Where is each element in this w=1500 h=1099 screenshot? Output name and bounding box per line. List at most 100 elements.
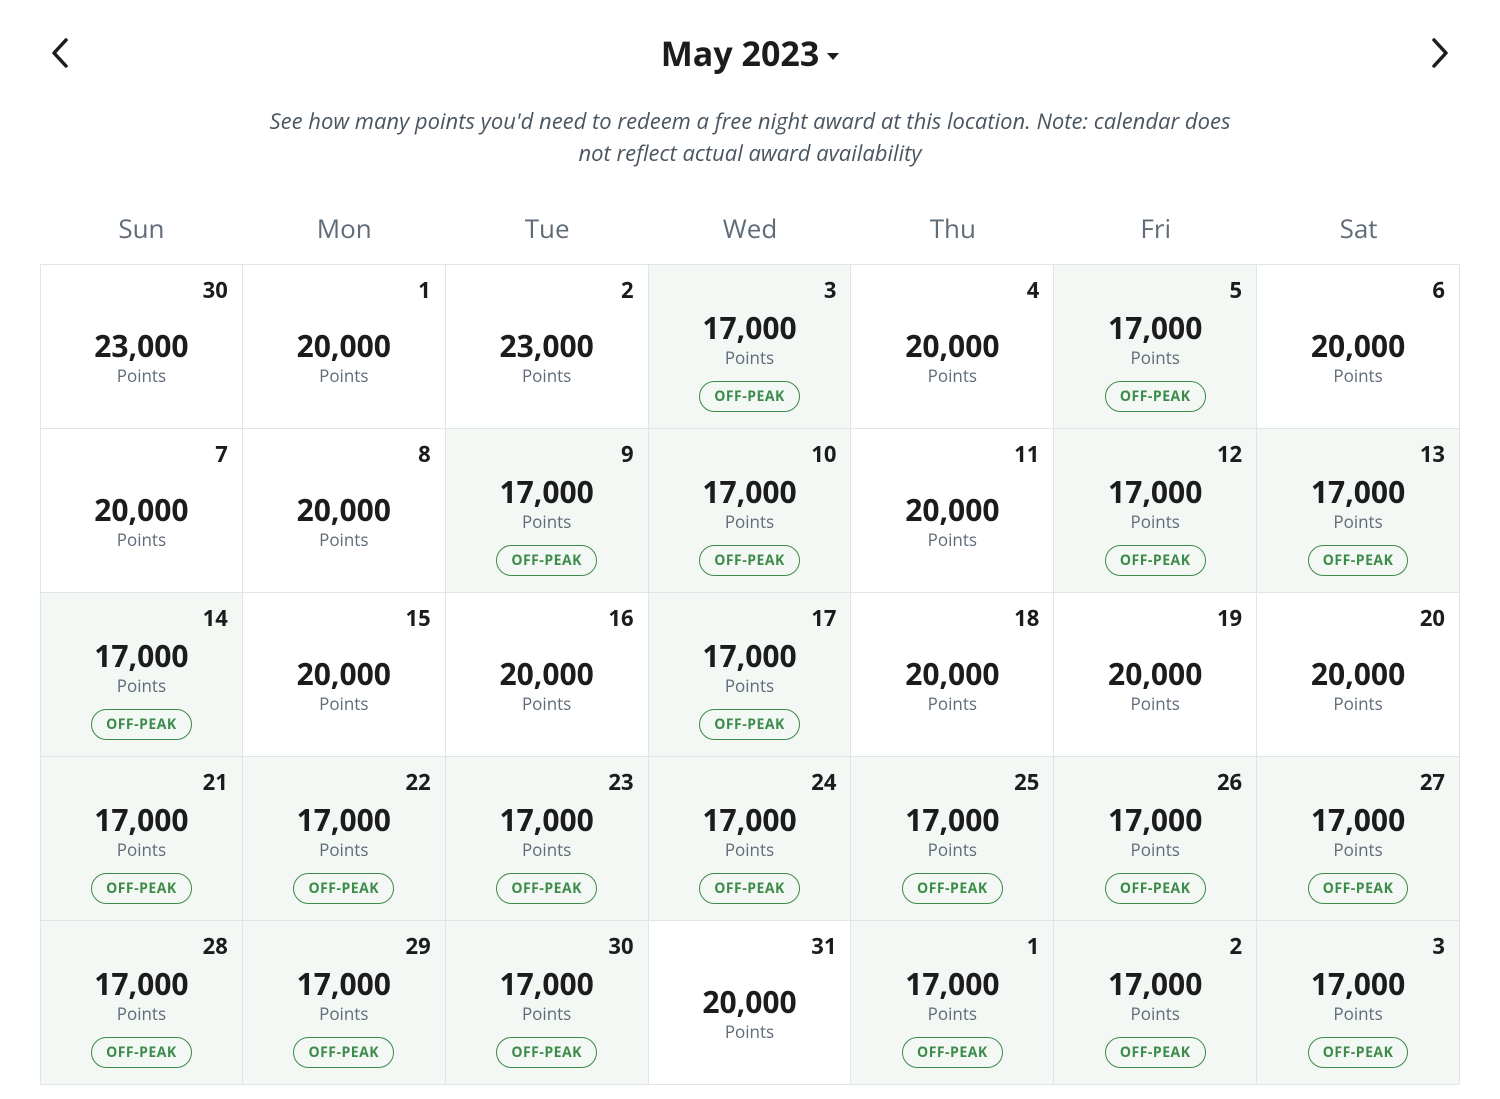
points-value: 20,000 — [905, 329, 999, 362]
day-cell[interactable]: 1317,000PointsOFF-PEAK — [1257, 429, 1460, 593]
weekday-header: Wed — [649, 200, 852, 264]
points-value: 17,000 — [1108, 967, 1202, 1000]
day-cell[interactable]: 317,000PointsOFF-PEAK — [1257, 921, 1460, 1085]
day-number: 22 — [406, 767, 431, 797]
day-cell[interactable]: 1820,000Points — [851, 593, 1054, 757]
points-value: 17,000 — [1311, 803, 1405, 836]
day-cell[interactable]: 1520,000Points — [243, 593, 446, 757]
day-cell[interactable]: 2917,000PointsOFF-PEAK — [243, 921, 446, 1085]
next-month-button[interactable] — [1420, 33, 1460, 73]
points-label: Points — [928, 692, 977, 715]
day-number: 30 — [608, 931, 633, 961]
points-value: 20,000 — [905, 493, 999, 526]
day-cell[interactable]: 420,000Points — [851, 265, 1054, 429]
day-number: 14 — [203, 603, 228, 633]
day-cell[interactable]: 820,000Points — [243, 429, 446, 593]
day-number: 3 — [824, 275, 837, 305]
day-cell[interactable]: 1120,000Points — [851, 429, 1054, 593]
day-cell[interactable]: 720,000Points — [40, 429, 243, 593]
day-number: 1 — [1027, 931, 1040, 961]
month-selector[interactable]: May 2023 — [661, 30, 840, 76]
month-title: May 2023 — [661, 30, 820, 76]
offpeak-badge: OFF-PEAK — [1105, 1037, 1206, 1068]
points-value: 17,000 — [1311, 967, 1405, 1000]
day-number: 5 — [1230, 275, 1243, 305]
day-cell[interactable]: 1217,000PointsOFF-PEAK — [1054, 429, 1257, 593]
day-number: 9 — [621, 439, 634, 469]
day-number: 29 — [406, 931, 431, 961]
points-value: 20,000 — [297, 329, 391, 362]
points-label: Points — [522, 1002, 571, 1025]
points-label: Points — [117, 528, 166, 551]
points-label: Points — [1131, 346, 1180, 369]
points-value: 20,000 — [297, 493, 391, 526]
points-value: 17,000 — [905, 967, 999, 1000]
points-label: Points — [117, 364, 166, 387]
offpeak-badge: OFF-PEAK — [91, 1037, 192, 1068]
day-cell[interactable]: 2817,000PointsOFF-PEAK — [40, 921, 243, 1085]
points-value: 17,000 — [499, 803, 593, 836]
calendar-grid: 3023,000Points120,000Points223,000Points… — [40, 264, 1460, 1085]
points-label: Points — [725, 1020, 774, 1043]
day-number: 31 — [811, 931, 836, 961]
points-value: 23,000 — [499, 329, 593, 362]
points-value: 17,000 — [905, 803, 999, 836]
offpeak-badge: OFF-PEAK — [699, 545, 800, 576]
day-cell[interactable]: 3023,000Points — [40, 265, 243, 429]
weekday-header-row: Sun Mon Tue Wed Thu Fri Sat — [40, 200, 1460, 264]
points-value: 17,000 — [499, 967, 593, 1000]
day-cell[interactable]: 223,000Points — [446, 265, 649, 429]
day-cell[interactable]: 917,000PointsOFF-PEAK — [446, 429, 649, 593]
day-cell[interactable]: 217,000PointsOFF-PEAK — [1054, 921, 1257, 1085]
points-label: Points — [319, 838, 368, 861]
prev-month-button[interactable] — [40, 33, 80, 73]
day-number: 1 — [418, 275, 431, 305]
day-cell[interactable]: 2020,000Points — [1257, 593, 1460, 757]
points-value: 20,000 — [702, 985, 796, 1018]
day-cell[interactable]: 1620,000Points — [446, 593, 649, 757]
day-cell[interactable]: 317,000PointsOFF-PEAK — [649, 265, 852, 429]
points-label: Points — [1131, 692, 1180, 715]
points-value: 20,000 — [499, 657, 593, 690]
day-number: 25 — [1014, 767, 1039, 797]
points-value: 20,000 — [1311, 329, 1405, 362]
day-cell[interactable]: 2517,000PointsOFF-PEAK — [851, 757, 1054, 921]
offpeak-badge: OFF-PEAK — [1308, 545, 1409, 576]
day-cell[interactable]: 620,000Points — [1257, 265, 1460, 429]
calendar-header: May 2023 — [40, 30, 1460, 76]
weekday-header: Mon — [243, 200, 446, 264]
day-number: 27 — [1420, 767, 1445, 797]
day-cell[interactable]: 2717,000PointsOFF-PEAK — [1257, 757, 1460, 921]
day-cell[interactable]: 1017,000PointsOFF-PEAK — [649, 429, 852, 593]
calendar-subtitle: See how many points you'd need to redeem… — [260, 106, 1240, 170]
day-cell[interactable]: 31 20,000Points — [649, 921, 852, 1085]
day-cell[interactable]: 1417,000PointsOFF-PEAK — [40, 593, 243, 757]
offpeak-badge: OFF-PEAK — [496, 1037, 597, 1068]
points-label: Points — [319, 1002, 368, 1025]
day-cell[interactable]: 2317,000PointsOFF-PEAK — [446, 757, 649, 921]
points-value: 20,000 — [1311, 657, 1405, 690]
offpeak-badge: OFF-PEAK — [293, 1037, 394, 1068]
day-cell[interactable]: 1920,000Points — [1054, 593, 1257, 757]
offpeak-badge: OFF-PEAK — [496, 545, 597, 576]
day-cell[interactable]: 120,000Points — [243, 265, 446, 429]
day-cell[interactable]: 117,000PointsOFF-PEAK — [851, 921, 1054, 1085]
points-value: 17,000 — [1311, 475, 1405, 508]
points-label: Points — [928, 528, 977, 551]
day-cell[interactable]: 2217,000PointsOFF-PEAK — [243, 757, 446, 921]
day-cell[interactable]: 1717,000PointsOFF-PEAK — [649, 593, 852, 757]
day-cell[interactable]: 2117,000PointsOFF-PEAK — [40, 757, 243, 921]
points-value: 17,000 — [702, 803, 796, 836]
points-value: 23,000 — [94, 329, 188, 362]
day-number: 28 — [203, 931, 228, 961]
day-cell[interactable]: 30 17,000Points OFF-PEAK — [446, 921, 649, 1085]
weekday-header: Tue — [446, 200, 649, 264]
offpeak-badge: OFF-PEAK — [496, 873, 597, 904]
points-label: Points — [1333, 1002, 1382, 1025]
day-cell[interactable]: 2417,000PointsOFF-PEAK — [649, 757, 852, 921]
day-number: 7 — [215, 439, 228, 469]
day-cell[interactable]: 517,000PointsOFF-PEAK — [1054, 265, 1257, 429]
day-cell[interactable]: 2617,000PointsOFF-PEAK — [1054, 757, 1257, 921]
day-number: 2 — [621, 275, 634, 305]
points-label: Points — [522, 838, 571, 861]
